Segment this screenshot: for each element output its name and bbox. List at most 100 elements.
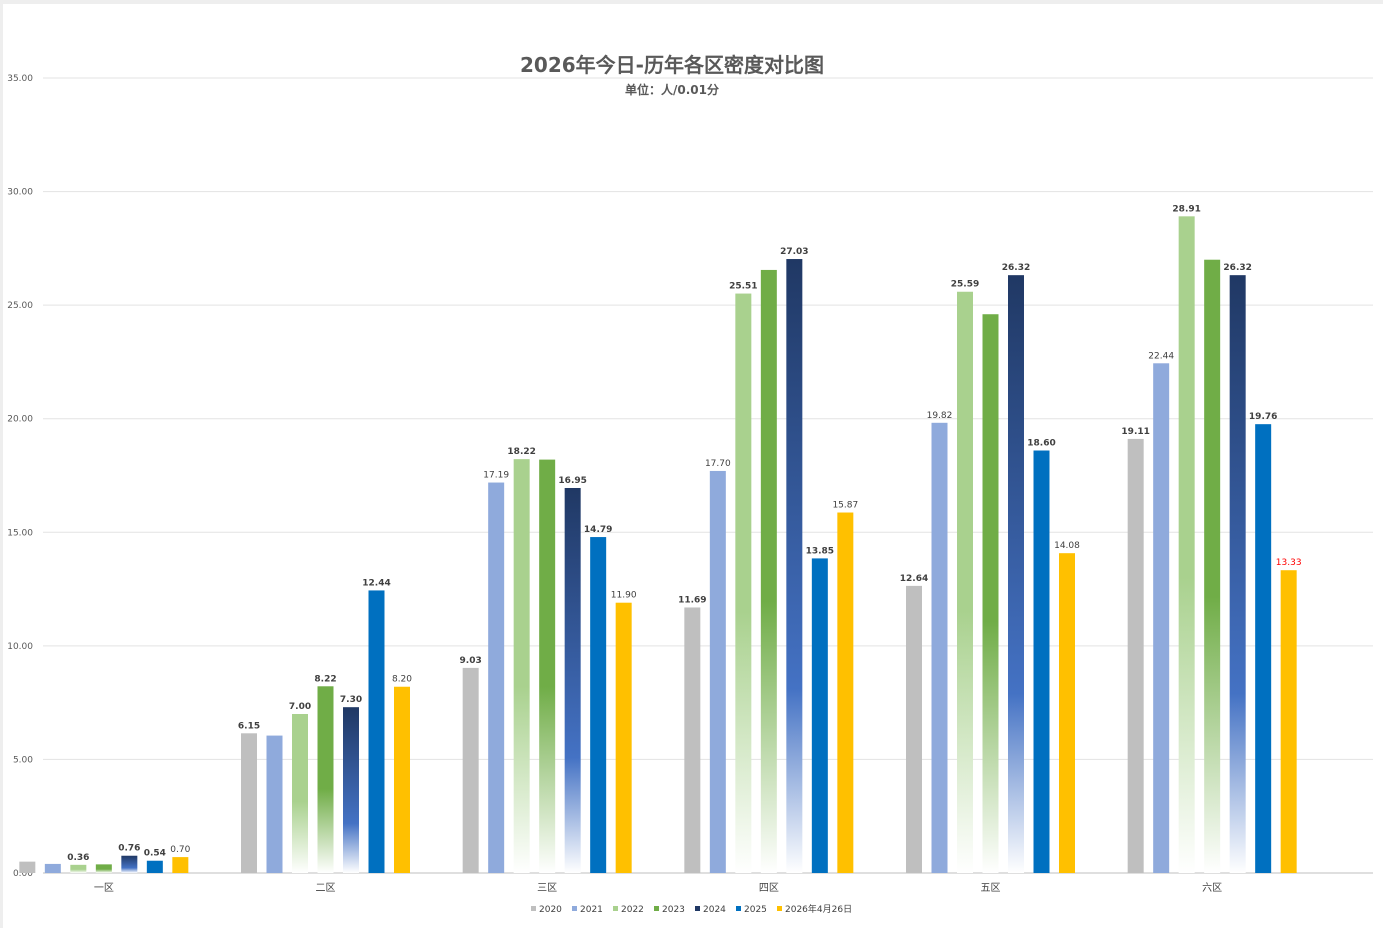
y-tick-label: 15.00 — [7, 528, 33, 538]
y-tick-label: 25.00 — [7, 301, 33, 311]
chart-title: 2026年今日-历年各区密度对比图 — [520, 53, 824, 77]
y-tick-label: 0.00 — [13, 869, 33, 879]
y-tick-label: 35.00 — [7, 74, 33, 84]
data-label: 25.59 — [951, 280, 979, 290]
data-label: 0.54 — [144, 849, 166, 859]
bar — [590, 537, 607, 873]
bar — [462, 667, 479, 873]
data-label: 15.87 — [832, 501, 858, 511]
bar — [709, 470, 726, 873]
bar — [266, 735, 283, 873]
data-label: 6.15 — [238, 721, 260, 731]
legend-label: 2026年4月26日 — [785, 903, 852, 915]
bar — [564, 487, 581, 873]
bar — [684, 607, 701, 873]
data-label: 13.33 — [1276, 558, 1302, 568]
bar — [1204, 259, 1221, 873]
data-label: 7.30 — [340, 695, 362, 705]
category-label: 六区 — [1202, 882, 1222, 894]
data-label: 26.32 — [1002, 263, 1030, 273]
data-label: 12.64 — [900, 574, 928, 584]
bar — [44, 863, 61, 873]
bars — [19, 216, 1297, 874]
y-tick-label: 20.00 — [7, 415, 33, 425]
bar — [786, 259, 803, 873]
bar — [146, 860, 163, 873]
bar — [172, 857, 189, 873]
data-label: 19.82 — [927, 411, 953, 421]
legend-swatch — [654, 906, 659, 911]
data-label: 13.85 — [806, 546, 834, 556]
data-label: 18.22 — [507, 447, 535, 457]
bar — [906, 585, 922, 873]
legend-label: 2025 — [744, 905, 767, 915]
bar — [317, 686, 334, 873]
bar — [1059, 553, 1075, 873]
data-label: 0.70 — [170, 845, 190, 855]
bar — [957, 291, 973, 873]
bar — [539, 459, 556, 873]
gridlines — [43, 77, 1373, 874]
data-label: 17.70 — [705, 459, 731, 469]
data-label: 7.00 — [289, 702, 311, 712]
data-label: 0.76 — [118, 844, 140, 854]
data-label: 17.19 — [483, 471, 509, 481]
bar — [368, 590, 385, 873]
y-axis-ticks: 0.00 5.00 10.00 15.00 20.00 25.00 30.00 35.00 — [7, 74, 33, 879]
legend-label: 2023 — [662, 905, 685, 915]
chart-frame: 2026年今日-历年各区密度对比图 单位：人/0.01分 0.00 5.00 10.… — [3, 4, 1383, 928]
legend-swatch — [613, 906, 618, 911]
bar — [1153, 363, 1170, 873]
bar — [95, 864, 112, 873]
legend: 2020 2021 2022 2023 2024 2025 2026年4月26日 — [531, 903, 852, 915]
chart-subtitle: 单位：人/0.01分 — [625, 82, 719, 97]
bar — [982, 314, 999, 873]
legend-swatch — [531, 906, 536, 911]
data-label: 19.76 — [1249, 412, 1277, 422]
bar — [121, 855, 138, 873]
bar — [513, 459, 530, 873]
legend-swatch — [572, 906, 577, 911]
y-tick-label: 30.00 — [7, 188, 33, 198]
data-label: 0.36 — [67, 853, 89, 863]
legend-label: 2024 — [703, 905, 726, 915]
bar — [292, 714, 308, 873]
data-label: 16.95 — [558, 476, 586, 486]
legend-label: 2021 — [580, 905, 603, 915]
data-label: 19.11 — [1121, 427, 1149, 437]
data-label: 14.08 — [1054, 541, 1080, 551]
legend-swatch — [777, 906, 782, 911]
bar — [1033, 450, 1050, 873]
data-label: 22.44 — [1148, 351, 1174, 361]
density-bar-chart: 2026年今日-历年各区密度对比图 单位：人/0.01分 0.00 5.00 10.… — [7, 53, 1373, 915]
data-label: 11.69 — [678, 595, 706, 605]
category-label: 一区 — [94, 882, 114, 894]
bar — [1008, 275, 1024, 873]
data-label: 18.60 — [1027, 439, 1055, 449]
data-label: 27.03 — [780, 247, 808, 257]
data-label: 11.90 — [611, 591, 637, 601]
legend-label: 2020 — [539, 905, 562, 915]
data-labels: 0.36 0.76 0.54 0.70 6.15 7.00 8.22 7.30 12.44 8.2… — [67, 204, 1301, 862]
x-axis-categories: 一区 二区 三区 四区 五区 六区 — [94, 882, 1222, 894]
data-label: 8.22 — [314, 674, 336, 684]
bar — [1255, 424, 1272, 873]
bar — [70, 864, 87, 873]
bar — [811, 558, 828, 873]
bar — [735, 293, 752, 873]
data-label: 8.20 — [392, 675, 412, 685]
category-label: 三区 — [537, 882, 557, 894]
bar — [1127, 438, 1144, 873]
y-tick-label: 5.00 — [13, 755, 33, 765]
category-label: 五区 — [981, 882, 1001, 894]
legend-swatch — [695, 906, 700, 911]
y-tick-label: 10.00 — [7, 642, 33, 652]
data-label: 26.32 — [1223, 263, 1251, 273]
data-label: 28.91 — [1172, 204, 1200, 214]
bar — [1280, 570, 1297, 873]
bar — [241, 733, 257, 873]
bar — [343, 707, 359, 873]
bar — [19, 861, 36, 873]
legend-label: 2022 — [621, 905, 644, 915]
bar — [1178, 216, 1195, 873]
